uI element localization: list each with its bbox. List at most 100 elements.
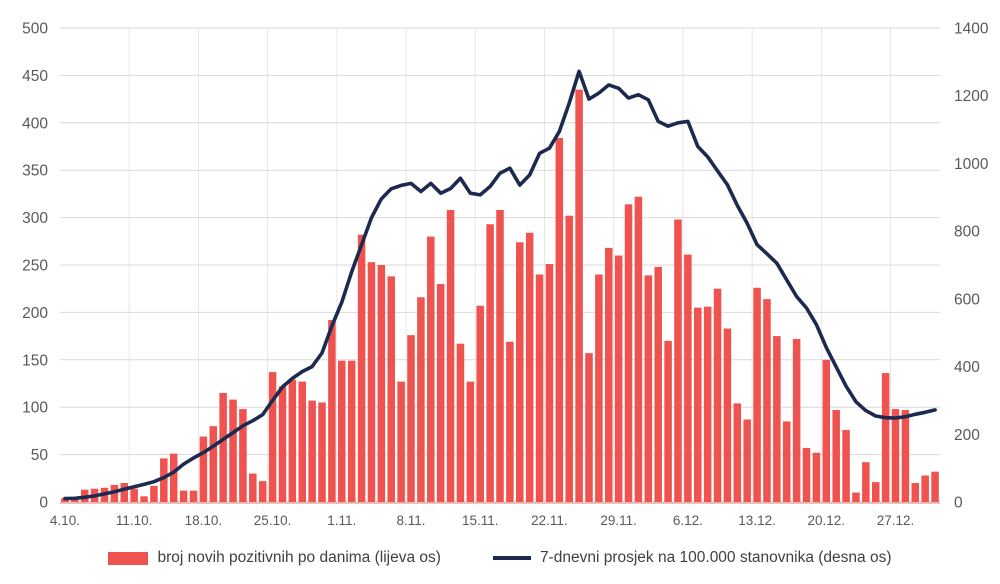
daily-cases-bar — [377, 265, 386, 502]
daily-cases-bar — [773, 336, 781, 502]
x-axis-tick-label: 8.11. — [396, 513, 425, 528]
left-axis-tick-label: 50 — [31, 447, 49, 464]
right-axis-tick-label: 800 — [954, 224, 980, 241]
daily-cases-bar — [387, 276, 395, 502]
left-axis-tick-label: 250 — [22, 258, 48, 275]
daily-cases-bar — [130, 488, 138, 502]
daily-cases-bar — [703, 306, 712, 502]
daily-cases-bar — [693, 307, 702, 502]
x-axis-tick-label: 13.12. — [738, 513, 776, 528]
daily-cases-bar — [298, 381, 307, 502]
daily-cases-bar — [585, 353, 593, 502]
daily-cases-bar — [842, 429, 850, 502]
daily-cases-bar — [249, 473, 257, 502]
daily-cases-bar — [644, 275, 653, 502]
daily-cases-bar — [150, 485, 158, 502]
daily-cases-bar — [555, 137, 564, 502]
daily-cases-bar — [397, 381, 405, 502]
daily-cases-bar — [881, 373, 890, 502]
daily-cases-bar — [535, 274, 544, 502]
right-axis-tick-label: 0 — [954, 495, 963, 512]
daily-cases-bar — [308, 400, 316, 502]
daily-cases-bar — [436, 283, 445, 502]
daily-cases-bar — [496, 210, 504, 503]
left-axis-tick-label: 350 — [22, 163, 48, 180]
daily-cases-bar — [525, 232, 534, 502]
daily-cases-bar — [565, 215, 573, 503]
daily-cases-bar — [802, 447, 811, 502]
right-axis-tick-label: 1000 — [954, 156, 989, 173]
daily-cases-bar — [476, 305, 484, 502]
daily-cases-bar — [911, 483, 920, 502]
daily-cases-bar — [575, 89, 583, 503]
bar-series-swatch — [108, 551, 149, 565]
right-axis-tick-label: 600 — [954, 291, 980, 308]
x-axis-tick-label: 22.11. — [531, 513, 568, 528]
daily-cases-bar — [634, 196, 643, 502]
x-axis-tick-label: 1.11. — [327, 513, 356, 528]
daily-cases-bar — [832, 410, 840, 502]
daily-cases-bar — [624, 204, 633, 502]
daily-cases-bar — [595, 274, 603, 502]
daily-cases-bar — [812, 452, 821, 502]
daily-cases-bar — [852, 492, 860, 502]
x-axis-tick-label: 25.10. — [254, 513, 292, 528]
daily-cases-bar — [239, 409, 247, 502]
legend-item-line: 7-dnevni prosjek na 100.000 stanovnika (… — [492, 549, 892, 567]
right-axis-tick-label: 400 — [954, 359, 980, 376]
daily-cases-bar — [822, 359, 831, 502]
daily-cases-bar — [674, 219, 682, 502]
daily-cases-bar — [862, 462, 870, 502]
x-axis-tick-label: 6.12. — [673, 513, 703, 528]
daily-cases-bar — [723, 328, 732, 502]
daily-cases-bar — [169, 453, 178, 502]
line-series-label: 7-dnevni prosjek na 100.000 stanovnika (… — [539, 549, 892, 566]
daily-cases-bar — [318, 402, 326, 502]
daily-cases-bar — [219, 392, 227, 502]
daily-cases-bar — [288, 379, 297, 502]
right-axis-tick-label: 1400 — [954, 21, 989, 38]
x-axis-tick-label: 11.10. — [116, 513, 153, 528]
daily-cases-bar — [792, 338, 801, 502]
daily-cases-bar — [891, 409, 900, 502]
daily-cases-bar — [466, 381, 475, 502]
left-axis-tick-label: 150 — [22, 352, 48, 369]
daily-cases-bar — [614, 255, 623, 502]
daily-cases-bar — [931, 471, 939, 502]
left-axis-tick-label: 300 — [22, 210, 48, 227]
right-axis-tick-label: 1200 — [954, 88, 989, 105]
x-axis-tick-label: 29.11. — [600, 513, 637, 528]
daily-cases-bar — [278, 386, 287, 502]
daily-cases-bar — [516, 242, 524, 503]
daily-cases-bar — [506, 341, 514, 502]
daily-cases-bar — [417, 297, 425, 502]
daily-cases-bar — [605, 247, 613, 502]
daily-cases-bar — [347, 360, 356, 502]
daily-cases-bar — [664, 340, 672, 502]
daily-cases-bar — [189, 490, 198, 502]
bar-series-label: broj novih pozitivnih po danima (lijeva … — [157, 549, 441, 566]
x-axis-tick-label: 20.12. — [808, 513, 846, 528]
daily-cases-bar — [160, 458, 168, 502]
daily-cases-bar — [753, 287, 761, 502]
left-axis-tick-label: 500 — [22, 21, 48, 38]
daily-cases-bar — [763, 299, 771, 502]
line-series-swatch — [492, 556, 531, 560]
x-axis-tick-label: 15.11. — [462, 513, 499, 528]
daily-cases-bar — [268, 372, 277, 502]
daily-cases-bar — [713, 288, 722, 502]
right-axis-tick-label: 200 — [954, 427, 980, 444]
daily-cases-bar — [338, 360, 346, 502]
daily-cases-bar — [140, 496, 148, 502]
daily-cases-bar — [179, 490, 188, 502]
daily-cases-bar — [871, 482, 880, 502]
daily-cases-bar — [199, 436, 208, 502]
x-axis-tick-label: 4.10. — [50, 513, 80, 528]
daily-cases-bar — [486, 224, 494, 502]
x-axis-tick-label: 18.10. — [185, 513, 223, 528]
daily-cases-bar — [209, 426, 218, 502]
chart-legend: broj novih pozitivnih po danima (lijeva … — [0, 549, 1000, 567]
daily-cases-bar — [654, 266, 662, 502]
